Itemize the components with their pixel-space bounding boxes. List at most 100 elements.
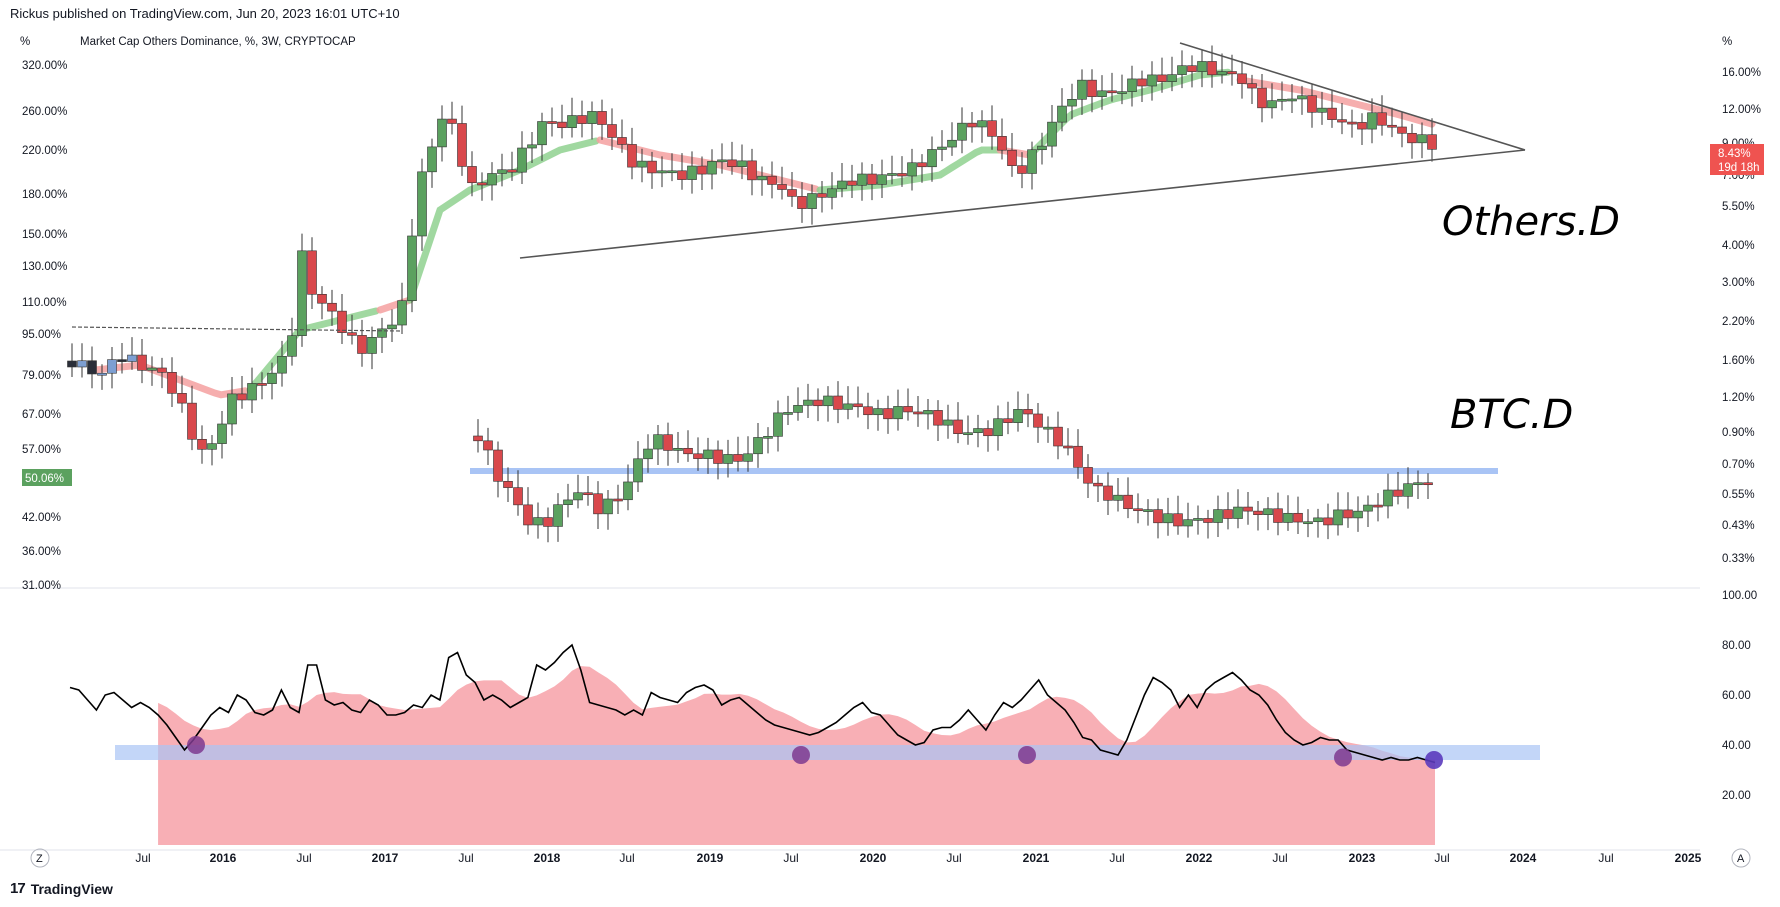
btc-candle-body [503, 481, 513, 488]
btc-candle-body [543, 517, 553, 527]
others-candle-body [907, 162, 917, 177]
oscillator-axis-tick: 60.00 [1722, 690, 1751, 702]
others-candle-body [817, 193, 827, 198]
oscillator-marker [1018, 746, 1036, 764]
left-axis-tick: 31.00% [22, 580, 61, 592]
btc-candle-body [1143, 509, 1153, 512]
time-axis-tick: 2019 [697, 851, 724, 865]
btc-candle-body [613, 498, 623, 502]
oscillator-marker [1334, 748, 1352, 767]
others-candle-body [477, 182, 487, 186]
btc-candle-body [813, 399, 823, 407]
btc-candle-body [1243, 506, 1253, 512]
others-candle-body [667, 170, 677, 174]
others-candle-body [367, 337, 377, 354]
others-candle-body [337, 310, 347, 333]
time-axis-tick: Jul [1272, 851, 1287, 865]
others-candle-body [837, 180, 847, 190]
others-candle-body [127, 354, 137, 362]
btc-candle-body [703, 449, 713, 459]
time-axis-tick: Jul [296, 851, 311, 865]
others-candle-body [1337, 119, 1347, 123]
btc-candle-body [723, 454, 733, 464]
btc-candle-body [1023, 409, 1033, 415]
right-axis-tick: 0.70% [1722, 459, 1755, 471]
others-candle-body [447, 118, 457, 124]
oscillator-axis-ticks: 100.00 80.00 60.00 40.00 20.00 [1722, 590, 1757, 802]
others-candle-body [107, 359, 117, 374]
btc-candle-body [1123, 494, 1133, 510]
others-candle-body [497, 169, 507, 174]
others-candle-body [97, 372, 107, 376]
candles [67, 45, 1437, 543]
others-candle-body [1427, 134, 1437, 150]
btc-candle-body [973, 428, 983, 434]
btc-candle-body [513, 487, 523, 506]
others-candle-body [797, 196, 807, 209]
btc-candle-body [1283, 512, 1293, 523]
time-axis-tick: Jul [619, 851, 634, 865]
others-candle-body [287, 335, 297, 357]
btc-candle-body [1423, 482, 1433, 486]
left-axis-tick: 150.00% [22, 229, 67, 241]
btc-candle-body [623, 481, 633, 501]
others-candle-body [1277, 98, 1287, 102]
others-candle-body [307, 250, 317, 295]
btc-candle-body [1003, 418, 1013, 423]
others-candle-body [647, 160, 657, 174]
others-candle-body [277, 355, 287, 374]
time-axis-tick: Jul [783, 851, 798, 865]
right-axis-tick: 1.60% [1722, 355, 1755, 367]
time-axis-tick: 2021 [1023, 851, 1050, 865]
published-header: Rickus published on TradingView.com, Jun… [10, 6, 400, 21]
others-candle-body [207, 443, 217, 450]
footer-brand[interactable]: 17 TradingView [10, 880, 113, 897]
btc-candle-body [563, 499, 573, 505]
time-axis-left-button[interactable]: Z [30, 848, 50, 868]
btc-candle-body [883, 408, 893, 420]
others-candle-body [637, 160, 647, 168]
btc-support-rect [470, 468, 1498, 474]
others-candle-body [1247, 83, 1257, 89]
btc-candle-body [663, 434, 673, 451]
svg-text:50.06%: 50.06% [25, 473, 64, 485]
btc-candle-body [1173, 513, 1183, 527]
btc-candle-body [673, 447, 683, 451]
others-candle-body [777, 184, 787, 190]
btc-candle-body [1363, 504, 1373, 512]
others-candle-body [1047, 121, 1057, 147]
left-axis-tick: 180.00% [22, 189, 67, 201]
others-candle-body [597, 111, 607, 125]
btc-candle-body [1333, 509, 1343, 526]
time-axis-right-button[interactable]: A [1731, 848, 1751, 868]
others-candle-body [237, 393, 247, 401]
btc-candle-body [1403, 483, 1413, 497]
others-candle-body [617, 137, 627, 145]
others-candle-body [297, 250, 307, 336]
time-axis-tick: Jul [1109, 851, 1124, 865]
others-candle-body [787, 189, 797, 197]
time-axis-tick: 2022 [1186, 851, 1213, 865]
right-axis-unit: % [1722, 36, 1732, 48]
others-candle-body [487, 173, 497, 186]
btc-candle-body [553, 504, 563, 527]
left-axis-tick: 57.00% [22, 444, 61, 456]
btc-candle-body [1163, 513, 1173, 524]
others-candle-body [1297, 95, 1307, 100]
btc-candle-body [483, 440, 493, 451]
others-candle-body [137, 354, 147, 371]
footer-brand-text: TradingView [30, 880, 113, 897]
oscillator-axis-tick: 100.00 [1722, 590, 1757, 602]
right-axis-tick: 5.50% [1722, 201, 1755, 213]
others-candle-body [1127, 78, 1137, 92]
others-candle-body [257, 383, 267, 386]
btc-candle-body [993, 418, 1003, 437]
right-axis-tick: 2.20% [1722, 316, 1755, 328]
others-candle-body [687, 165, 697, 180]
others-candle-body [1407, 132, 1417, 144]
others-candle-body [1207, 61, 1217, 76]
ema-segment-up [816, 146, 1004, 194]
right-axis-tick: 1.20% [1722, 392, 1755, 404]
btc-candle-body [603, 498, 613, 515]
